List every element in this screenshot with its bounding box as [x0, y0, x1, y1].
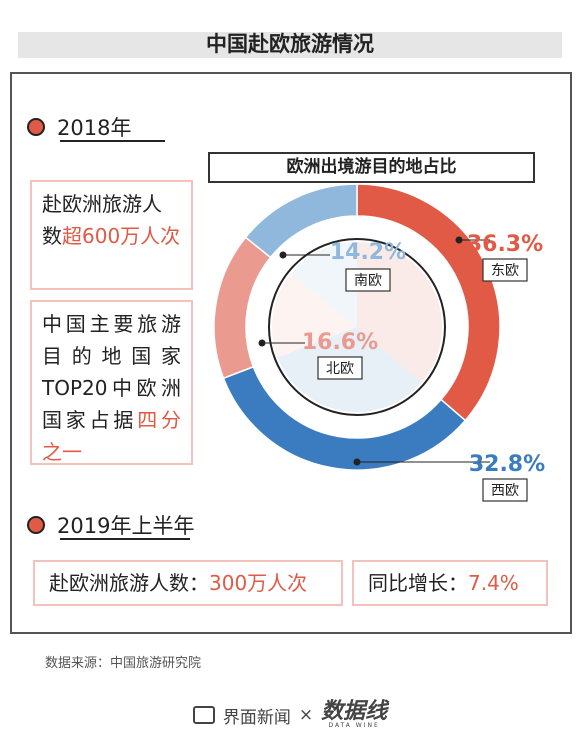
- category-label: 西欧: [491, 483, 519, 499]
- leader-dot: [353, 458, 361, 466]
- category-label: 南欧: [354, 273, 382, 289]
- value-label: 14.2%: [330, 240, 406, 265]
- info-box: 赴欧洲旅游人数：300万人次: [33, 560, 343, 606]
- brand: 界面新闻: [222, 707, 291, 728]
- box-text: 赴欧洲旅游人数：: [49, 571, 209, 595]
- value-label: 32.8%: [469, 452, 545, 477]
- value-label: 36.3%: [467, 232, 543, 257]
- heading-rule: [60, 140, 165, 142]
- value-label: 16.6%: [302, 330, 378, 355]
- donut-segment: [244, 183, 358, 259]
- info-box: 赴欧洲旅游人数超600万人次: [30, 180, 193, 290]
- info-box: 同比增长：7.4%: [352, 560, 548, 606]
- donut-chart: 36.3% 东欧 32.8% 西欧 16.6% 北欧 14.2% 南欧: [213, 183, 545, 502]
- partner: 数据线: [321, 699, 388, 724]
- box-highlight: 300万人次: [209, 571, 308, 595]
- category-box: [482, 478, 528, 502]
- main-frame: [10, 72, 572, 634]
- category-box: [317, 356, 363, 380]
- heading-rule: [60, 538, 190, 540]
- title-bar: [18, 32, 562, 58]
- category-box: [345, 268, 391, 292]
- heading-text: 2019年上半年: [57, 514, 195, 538]
- title: 中国赴欧旅游情况: [206, 32, 374, 56]
- heading-text: 2018年: [57, 116, 132, 140]
- brand-icon: [192, 706, 215, 724]
- leader-dot: [258, 339, 266, 347]
- source: 数据来源：中国旅游研究院: [45, 656, 202, 671]
- box-text: 中国主要旅游目的地国家TOP20中欧洲国家占据: [42, 312, 181, 432]
- box-highlight: 四分之一: [42, 408, 182, 464]
- section-heading: 2018年: [27, 112, 131, 142]
- partner-sub: DATA WINE: [328, 722, 380, 729]
- bullet: [27, 516, 45, 534]
- box-text: 赴欧洲旅游人数: [42, 192, 162, 248]
- donut-segment: [213, 236, 272, 380]
- category-label: 北欧: [326, 361, 354, 377]
- separator: ×: [298, 705, 314, 725]
- inner-ring: [268, 238, 446, 416]
- partner-logo: 数据线 DATA WINE: [321, 701, 387, 729]
- chart-title: 欧洲出境游目的地占比: [208, 152, 535, 183]
- leader-dot: [455, 236, 463, 244]
- info-box: 中国主要旅游目的地国家TOP20中欧洲国家占据四分之一: [30, 300, 193, 465]
- leader-dot: [279, 251, 287, 259]
- category-label: 东欧: [491, 263, 519, 279]
- pie-shade: [272, 273, 357, 358]
- box-highlight: 7.4%: [468, 571, 519, 595]
- box-highlight: 超600万人次: [62, 224, 181, 248]
- bullet: [27, 118, 45, 136]
- category-box: [482, 258, 528, 282]
- section-heading: 2019年上半年: [27, 510, 194, 540]
- footer: 界面新闻 × 数据线 DATA WINE: [0, 690, 580, 740]
- pie-shade: [290, 242, 357, 327]
- box-text: 同比增长：: [368, 571, 468, 595]
